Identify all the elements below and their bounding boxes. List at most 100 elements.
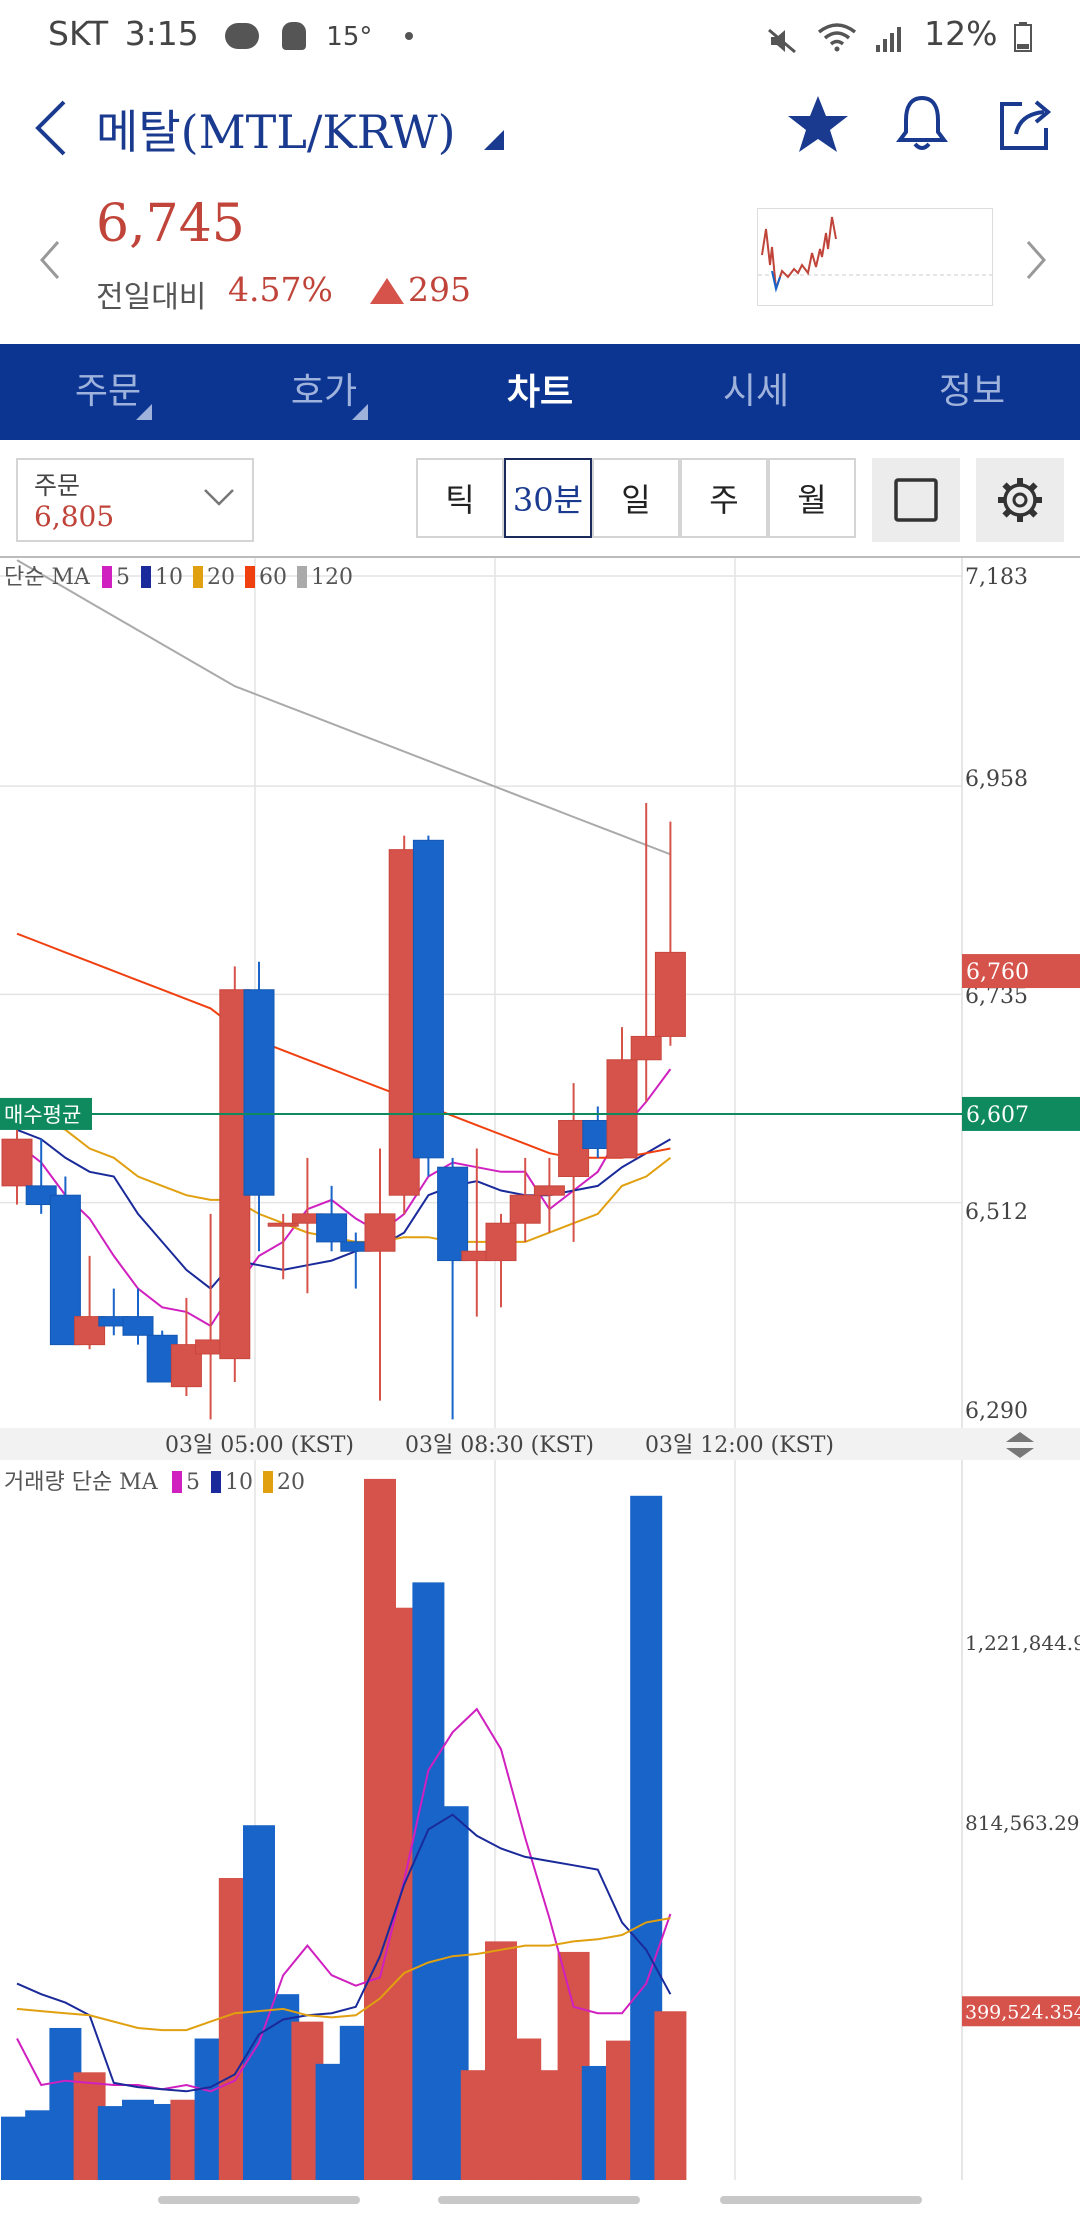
interval-month[interactable]: 월 (768, 458, 856, 538)
volume-y-axis: 1,221,844.947 814,563.298 (965, 1631, 1080, 1835)
prev-market-button[interactable] (36, 236, 66, 284)
y-tick: 6,290 (965, 1399, 1028, 1424)
tab-chart[interactable]: 차트 (432, 344, 648, 440)
candle-body (243, 989, 275, 1196)
y-tick: 6,958 (965, 767, 1028, 792)
current-price-axis-label: 6,760 (966, 960, 1029, 985)
interval-tick[interactable]: 틱 (416, 458, 504, 538)
scroll-handle[interactable] (438, 2196, 640, 2204)
tab-order[interactable]: 주문 (0, 344, 216, 440)
order-select-label: 주문 (34, 471, 81, 500)
legend-swatch (297, 566, 307, 588)
legend-label: 60 (259, 565, 287, 590)
candle-body (316, 1213, 348, 1243)
time-axis (0, 1428, 1080, 1460)
favorite-button[interactable] (786, 92, 850, 156)
price-volume-chart[interactable]: 매수평균 7,183 6,958 6,735 6,512 6,290 6,760… (0, 556, 1080, 2186)
next-market-button[interactable] (1020, 236, 1050, 284)
candle-body (533, 1185, 565, 1196)
volume-bars (1, 1478, 687, 2180)
square-icon (894, 478, 938, 522)
ma-line-ma120 (16, 559, 671, 856)
tab-quotes[interactable]: 시세 (648, 344, 864, 440)
legend-label: 20 (277, 1470, 305, 1495)
interval-label: 30분 (512, 481, 584, 519)
x-tick: 03일 08:30 (KST) (405, 1433, 594, 1458)
corner-triangle-icon (136, 404, 152, 420)
interval-week[interactable]: 주 (680, 458, 768, 538)
legend-label: 120 (311, 565, 353, 590)
main-tab-bar: 주문 호가 차트 시세 정보 (0, 344, 1080, 440)
legend-swatch (263, 1471, 273, 1493)
change-amount: 295 (408, 270, 471, 309)
chevron-down-icon (204, 489, 234, 506)
ma-line-ma5 (16, 1068, 672, 1328)
legend-title: 거래량 단순 MA (4, 1470, 159, 1495)
candle-body (412, 839, 444, 1159)
back-button[interactable] (28, 96, 76, 160)
share-button[interactable] (994, 92, 1058, 156)
chevron-right-icon (1026, 241, 1047, 279)
legend-swatch (245, 566, 255, 588)
volume-ma-lines (16, 1707, 672, 2093)
volume-last-label: 399,524.354 (965, 2001, 1080, 2023)
y-tick: 6,735 (965, 984, 1028, 1009)
candle-body (122, 1316, 154, 1336)
scroll-handle[interactable] (720, 2196, 922, 2204)
volume-legend: 거래량 단순 MA 5 10 20 (4, 1470, 305, 1495)
tab-label: 정보 (938, 371, 1006, 412)
candle-body (1, 1138, 33, 1187)
interval-label: 주 (709, 481, 739, 519)
legend-swatch (211, 1471, 221, 1493)
battery-icon (1014, 21, 1032, 52)
interval-day[interactable]: 일 (592, 458, 680, 538)
tab-label: 시세 (722, 371, 790, 412)
tab-label: 호가 (290, 371, 358, 412)
candle-body (630, 1035, 662, 1061)
interval-label: 일 (621, 481, 651, 519)
interval-30min[interactable]: 30분 (504, 458, 592, 538)
change-rate: 4.57% (228, 270, 333, 309)
tab-orderbook[interactable]: 호가 (216, 344, 432, 440)
candle-body (485, 1222, 517, 1262)
market-title[interactable]: 메탈(MTL/KRW) (96, 96, 505, 162)
notification-icon (281, 21, 306, 50)
legend-label: 5 (116, 565, 130, 590)
weather-text: 15° (326, 22, 373, 52)
carrier-text: SKT (48, 14, 109, 53)
signal-icon (874, 22, 904, 52)
legend-label: 10 (155, 565, 183, 590)
bell-icon (896, 95, 948, 150)
chart-settings-button[interactable] (976, 458, 1064, 542)
avg-buy-axis-label: 6,607 (966, 1103, 1029, 1128)
prev-day-label: 전일대비 (96, 280, 207, 315)
legend-swatch (141, 566, 151, 588)
scroll-handle[interactable] (158, 2196, 360, 2204)
candle-body (654, 951, 686, 1037)
resize-handle-icon[interactable] (1006, 1432, 1034, 1458)
volume-ma-line-ma20 (16, 1917, 671, 2032)
candle-body (170, 1344, 202, 1388)
avg-buy-label: 매수평균 (4, 1103, 81, 1127)
price-legend: 단순 MA 5 10 20 60 120 (4, 565, 353, 590)
mini-price-chart (757, 208, 993, 306)
x-tick: 03일 12:00 (KST) (645, 1433, 834, 1458)
candle-body (267, 1222, 299, 1227)
current-price: 6,745 (96, 194, 245, 254)
volume-last-badge (962, 1996, 1080, 2027)
candles (1, 802, 686, 1420)
interval-label: 틱 (445, 481, 475, 519)
gear-icon (998, 478, 1042, 522)
time-text: 3:15 (124, 14, 199, 53)
wifi-icon (817, 21, 857, 51)
drawing-tool-button[interactable] (872, 458, 960, 542)
avg-buy-badge (0, 1097, 92, 1130)
y-tick: 1,221,844.947 (965, 1631, 1080, 1655)
order-select[interactable]: 주문 6,805 (16, 458, 254, 542)
tab-info[interactable]: 정보 (864, 344, 1080, 440)
alert-button[interactable] (890, 92, 954, 156)
volume-ma-line-ma10 (16, 1813, 672, 2093)
candle-body (364, 1213, 396, 1252)
kakaotalk-icon (225, 22, 260, 49)
legend-swatch (193, 566, 203, 588)
